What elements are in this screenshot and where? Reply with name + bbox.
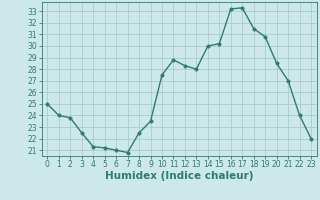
X-axis label: Humidex (Indice chaleur): Humidex (Indice chaleur) [105,171,253,181]
